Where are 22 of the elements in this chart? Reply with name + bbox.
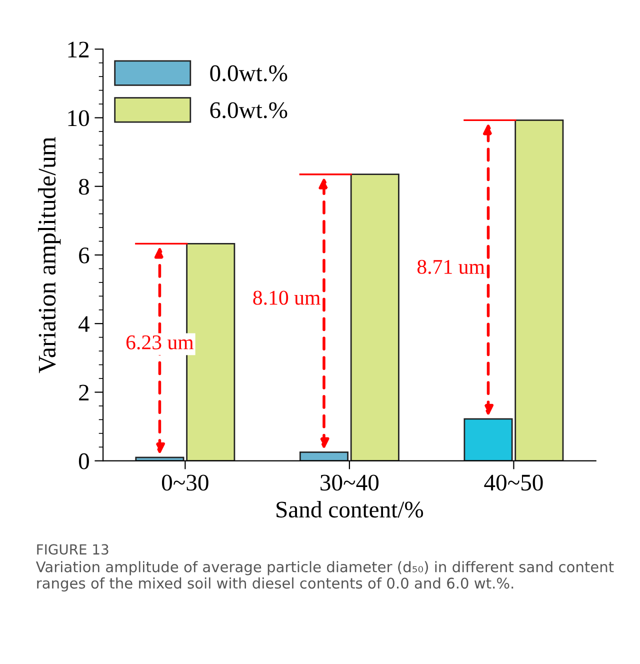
y-tick-label: 12 — [68, 42, 89, 58]
legend-label: 6.0wt.% — [210, 102, 288, 118]
annotation: 8.71 um — [417, 260, 485, 274]
caption: FIGURE 13 — [37, 544, 108, 555]
annotation: 8.10 um — [253, 290, 320, 305]
y-tick-label: 2 — [79, 384, 89, 400]
y-tick-label: 8 — [78, 178, 89, 195]
x-tick-label: 30~40 — [320, 474, 379, 491]
bar — [299, 452, 348, 461]
y-tick-label: 0 — [78, 453, 89, 470]
y-tick-label: 4 — [78, 316, 90, 332]
y-tick-label: 6 — [79, 248, 90, 264]
annotation: 6.23 um — [126, 335, 194, 350]
x-axis-title: Sand content/% — [276, 500, 424, 518]
bar — [350, 174, 400, 461]
y-tick-label: 10 — [68, 110, 89, 126]
legend-label: 0.0wt.% — [210, 65, 288, 82]
x-tick-label: 0~30 — [162, 474, 208, 491]
bar — [135, 456, 184, 461]
x-tick-label: 40~50 — [484, 474, 543, 491]
text: Variation amplitude of average particle diameter (d₅₀) in different sand content ranges of the mixed soil with diesel contents of 0.0 and 6.0 wt.%. — [36, 561, 614, 592]
y-axis-title: Variation amplitude/um — [38, 136, 61, 374]
